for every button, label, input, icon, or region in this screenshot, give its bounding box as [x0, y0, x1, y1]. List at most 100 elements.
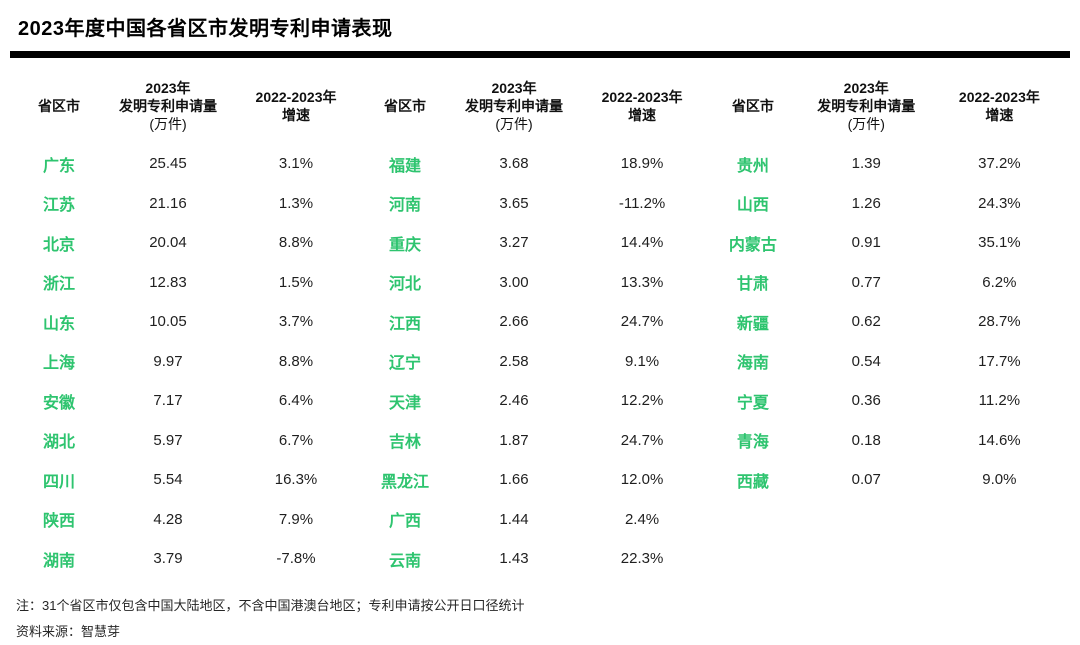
- growth-rate: -11.2%: [618, 194, 666, 212]
- application-volume: 9.97: [153, 352, 183, 370]
- application-volume: 3.00: [499, 273, 529, 291]
- growth-rate: 6.2%: [982, 273, 1017, 291]
- table-row: 甘肃 0.77 6.2%: [706, 263, 1066, 303]
- province-name: 湖北: [42, 434, 75, 452]
- application-volume: 0.07: [851, 471, 881, 489]
- table-group-2: 省区市 2023年 发明专利申请量 (万件) 2022-2023年 增速 福建 3…: [360, 68, 706, 579]
- province-name: 新疆: [736, 315, 769, 333]
- province-name: 北京: [42, 236, 75, 254]
- col-header-growth: 2022-2023年 增速: [255, 89, 337, 123]
- application-volume: 21.16: [149, 194, 187, 212]
- table-row: 浙江 12.83 1.5%: [14, 263, 360, 303]
- growth-rate: 14.4%: [620, 234, 664, 252]
- growth-rate: 14.6%: [978, 431, 1021, 449]
- province-name: 陕西: [42, 513, 75, 531]
- application-volume: 0.54: [851, 352, 881, 370]
- footnotes: 注：31个省区市仅包含中国大陆地区，不含中国港澳台地区；专利申请按公开日口径统计…: [16, 593, 1080, 645]
- growth-rate: 6.4%: [278, 392, 314, 410]
- table-row: 宁夏 0.36 11.2%: [706, 381, 1066, 421]
- growth-rate: 24.3%: [978, 194, 1021, 212]
- table-header-row: 省区市 2023年 发明专利申请量 (万件) 2022-2023年 增速: [14, 68, 360, 144]
- application-volume: 1.87: [499, 431, 529, 449]
- application-volume: 7.17: [153, 392, 183, 410]
- table-row: 云南 1.43 22.3%: [360, 539, 706, 579]
- application-volume: 0.77: [851, 273, 881, 291]
- table-group-3: 省区市 2023年 发明专利申请量 (万件) 2022-2023年 增速 贵州 1…: [706, 68, 1066, 579]
- table-row: 内蒙古 0.91 35.1%: [706, 223, 1066, 263]
- col-header-volume: 2023年 发明专利申请量 (万件): [450, 79, 578, 133]
- patent-table: 省区市 2023年 发明专利申请量 (万件) 2022-2023年 增速 广东 2…: [14, 68, 1066, 579]
- growth-rate: 13.3%: [620, 273, 664, 291]
- growth-rate: 6.7%: [278, 431, 314, 449]
- col-header-volume: 2023年 发明专利申请量 (万件): [104, 79, 232, 133]
- application-volume: 2.46: [499, 392, 529, 410]
- province-name: 江西: [389, 315, 422, 333]
- col-header-volume-unit: (万件): [149, 116, 187, 132]
- province-name: 广西: [389, 513, 422, 531]
- footnote: 注：31个省区市仅包含中国大陆地区，不含中国港澳台地区；专利申请按公开日口径统计: [16, 597, 525, 613]
- province-name: 海南: [736, 355, 769, 373]
- application-volume: 10.05: [149, 313, 187, 331]
- growth-rate: 2.4%: [624, 510, 660, 528]
- table-row: 广西 1.44 2.4%: [360, 500, 706, 540]
- table-row: 江苏 21.16 1.3%: [14, 184, 360, 224]
- table-row: 天津 2.46 12.2%: [360, 381, 706, 421]
- table-header-row: 省区市 2023年 发明专利申请量 (万件) 2022-2023年 增速: [360, 68, 706, 144]
- growth-rate: 3.1%: [278, 155, 314, 173]
- table-row: 海南 0.54 17.7%: [706, 342, 1066, 382]
- growth-rate: 24.7%: [620, 313, 664, 331]
- col-header-volume: 2023年 发明专利申请量 (万件): [800, 79, 933, 133]
- table-row: 河北 3.00 13.3%: [360, 263, 706, 303]
- application-volume: 0.18: [851, 431, 881, 449]
- province-name: 浙江: [42, 276, 75, 294]
- province-name: 安徽: [42, 394, 75, 412]
- province-name: 甘肃: [736, 276, 769, 294]
- province-name: 四川: [42, 473, 75, 491]
- table-body-1: 广东 25.45 3.1% 江苏 21.16 1.3% 北京 20.04 8.8% 浙江 12.83…: [14, 144, 360, 579]
- table-row: 吉林 1.87 24.7%: [360, 421, 706, 461]
- province-name: 山西: [736, 197, 769, 215]
- province-name: 辽宁: [389, 355, 422, 373]
- province-name: 云南: [389, 552, 422, 570]
- application-volume: 1.43: [499, 550, 529, 568]
- table-row: 新疆 0.62 28.7%: [706, 302, 1066, 342]
- table-row: 福建 3.68 18.9%: [360, 144, 706, 184]
- application-volume: 0.91: [851, 234, 881, 252]
- application-volume: 4.28: [153, 510, 183, 528]
- growth-rate: 16.3%: [274, 471, 318, 489]
- growth-rate: 18.9%: [620, 155, 664, 173]
- table-row: 北京 20.04 8.8%: [14, 223, 360, 263]
- table-row: 贵州 1.39 37.2%: [706, 144, 1066, 184]
- table-row: 山西 1.26 24.3%: [706, 184, 1066, 224]
- table-row: 陕西 4.28 7.9%: [14, 500, 360, 540]
- source-note: 资料来源：智慧芽: [16, 623, 121, 639]
- province-name: 贵州: [736, 157, 769, 175]
- table-row: 四川 5.54 16.3%: [14, 460, 360, 500]
- province-name: 青海: [736, 434, 769, 452]
- growth-rate: 35.1%: [978, 234, 1021, 252]
- growth-rate: 9.0%: [982, 471, 1017, 489]
- application-volume: 3.65: [499, 194, 529, 212]
- col-header-volume-unit: (万件): [847, 116, 885, 132]
- application-volume: 20.04: [149, 234, 187, 252]
- col-header-volume-unit: (万件): [495, 116, 533, 132]
- province-name: 天津: [389, 394, 422, 412]
- table-row: 广东 25.45 3.1%: [14, 144, 360, 184]
- table-row: 辽宁 2.58 9.1%: [360, 342, 706, 382]
- application-volume: 25.45: [149, 155, 187, 173]
- province-name: 吉林: [389, 434, 422, 452]
- col-header-province: 省区市: [731, 98, 774, 114]
- application-volume: 3.27: [499, 234, 529, 252]
- application-volume: 3.68: [499, 155, 529, 173]
- province-name: 西藏: [736, 473, 769, 491]
- growth-rate: -7.8%: [276, 550, 316, 568]
- table-row: 江西 2.66 24.7%: [360, 302, 706, 342]
- growth-rate: 1.5%: [278, 273, 314, 291]
- table-group-1: 省区市 2023年 发明专利申请量 (万件) 2022-2023年 增速 广东 2…: [14, 68, 360, 579]
- growth-rate: 12.2%: [620, 392, 664, 410]
- application-volume: 1.44: [499, 510, 529, 528]
- application-volume: 0.36: [851, 392, 881, 410]
- table-row: 青海 0.18 14.6%: [706, 421, 1066, 461]
- province-name: 福建: [389, 157, 422, 175]
